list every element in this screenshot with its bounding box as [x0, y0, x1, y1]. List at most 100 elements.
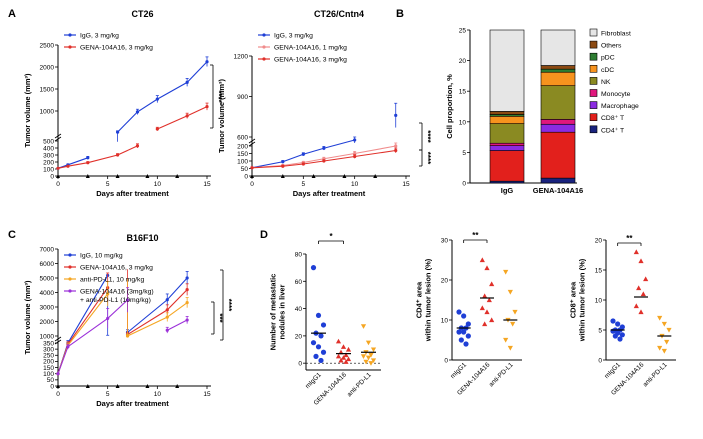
y-tick-label: 0 [444, 358, 448, 365]
data-point [461, 313, 467, 319]
legend-swatch [589, 89, 598, 97]
legend-label: CD4⁺ T [601, 127, 624, 134]
data-point [165, 308, 169, 312]
data-point [610, 328, 616, 334]
y-tick-label: 20 [441, 278, 449, 285]
data-point [340, 344, 347, 349]
data-point [507, 289, 513, 295]
data-point [482, 293, 488, 299]
y-tick-label: 0 [244, 173, 248, 180]
legend-label: NK [601, 79, 611, 86]
data-point [640, 291, 646, 297]
data-point [86, 156, 90, 160]
data-point [310, 265, 317, 271]
data-point [638, 309, 644, 315]
y-tick-label: 1200 [234, 53, 249, 60]
data-point [66, 164, 70, 168]
data-point [510, 321, 516, 327]
stacked-bar-segment [489, 115, 525, 124]
stacked-bar-segment [489, 123, 525, 144]
data-point [320, 349, 327, 355]
dose-marker [311, 174, 316, 178]
y-tick-label: 900 [237, 94, 248, 101]
legend-label: Fibroblast [601, 31, 631, 38]
y-tick-label: 60 [295, 279, 303, 286]
series-line [117, 61, 208, 133]
series-line [157, 106, 208, 130]
legend-label: cDC [601, 67, 614, 74]
data-point [343, 352, 349, 358]
x-tick-label: 0 [250, 181, 254, 188]
legend-marker [68, 253, 72, 257]
data-point [503, 269, 509, 275]
data-point [135, 110, 140, 114]
data-point [250, 166, 254, 170]
legend-marker [262, 45, 266, 49]
data-point [281, 160, 285, 164]
legend-label-line: anti-PD-L1, 10 mg/kg [80, 276, 144, 283]
axis-break [54, 339, 62, 345]
data-point [56, 166, 60, 170]
legend-marker [68, 33, 72, 37]
x-tick-label: 15 [402, 181, 410, 188]
legend-label: Monocyte [601, 91, 631, 98]
y-axis-label-line: within tumor lesion (%) [424, 258, 433, 342]
data-point [661, 321, 667, 327]
x-axis-label: Days after treatment [293, 189, 366, 198]
data-point [353, 138, 357, 142]
data-point [615, 321, 621, 327]
significance-label: * [329, 232, 333, 241]
y-tick-label: 150 [237, 151, 248, 158]
data-point [394, 144, 398, 148]
x-tick-label: 0 [56, 391, 60, 398]
y-axis-label: Tumor volume (mm³) [217, 78, 226, 153]
y-axis-label: Cell proportion, % [445, 74, 454, 139]
dose-marker [175, 174, 180, 178]
dose-marker [56, 174, 60, 178]
data-point [155, 97, 159, 101]
dose-marker [342, 174, 347, 178]
data-point [664, 339, 670, 345]
data-point [363, 359, 369, 365]
panel-letter-a: A [8, 8, 16, 20]
y-tick-label: 10 [595, 298, 603, 305]
data-point [458, 337, 464, 343]
x-tick-label: 10 [154, 391, 162, 398]
data-point [185, 80, 189, 84]
legend-label: GENA-104A16, 1 mg/kg [274, 44, 347, 51]
data-point [479, 305, 485, 311]
y-tick-label: 0 [598, 358, 602, 365]
stacked-bar-segment [540, 131, 576, 179]
data-point [619, 332, 625, 338]
y-tick-label: 2000 [40, 319, 55, 326]
data-point [106, 316, 110, 321]
data-point [463, 341, 469, 347]
significance-label: **** [423, 152, 432, 165]
data-point [657, 345, 663, 351]
y-tick-label: 100 [237, 158, 248, 165]
data-point [301, 152, 305, 156]
y-tick-label: 600 [237, 134, 248, 141]
y-axis-label: Tumor volume (mm³) [23, 73, 32, 148]
data-point [125, 298, 130, 302]
y-tick-label: 3000 [40, 304, 55, 311]
data-point [66, 345, 70, 349]
series-line [167, 319, 188, 331]
data-point [507, 345, 513, 351]
data-point [185, 318, 189, 322]
legend-marker [68, 277, 72, 281]
series-line [57, 293, 109, 374]
x-tick-label: 5 [106, 391, 110, 398]
legend-label: IgG, 3 mg/kg [274, 32, 313, 39]
data-point [394, 113, 398, 117]
data-point [313, 353, 319, 359]
data-point [633, 249, 639, 255]
data-point [617, 336, 623, 342]
dose-marker [145, 174, 150, 178]
data-point [338, 357, 344, 363]
data-point [315, 312, 322, 319]
y-axis-label-line: Number of metastatic [269, 274, 278, 351]
stacked-bar-segment [540, 177, 576, 184]
legend-label: pDC [601, 55, 615, 62]
legend-label: GENA-104A16, 3 mg/kg [80, 264, 153, 271]
